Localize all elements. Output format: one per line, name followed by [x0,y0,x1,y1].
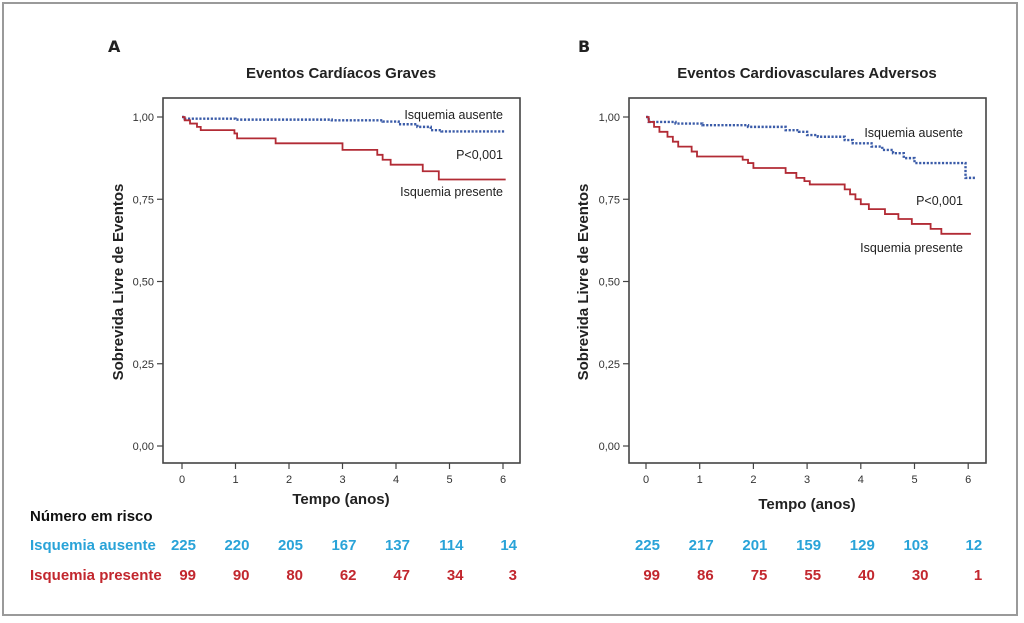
chart-a-plot-frame [162,97,521,464]
chart-a-pvalue: P<0,001 [456,148,503,162]
chart-b-ytick-label: 1,00 [599,112,620,124]
chart-b-xtick-label: 2 [750,474,756,486]
chart-a-plot: 0,00 0,25 0,50 0,75 1,00 0 1 2 3 4 5 6 [133,97,521,486]
chart-b-line-isquemia-ausente [646,115,977,180]
chart-b-xtick-label: 6 [965,474,971,486]
risk-value-a: 62 [340,567,357,584]
risk-table: Isquemia ausente 225 220 205 167 137 114 14 225 2… [30,537,982,584]
risk-value-b: 201 [742,537,767,554]
risk-value-b: 159 [796,537,821,554]
chart-a-xtick-label: 5 [446,474,452,486]
risk-value-b: 99 [643,567,660,584]
risk-value-a: 167 [331,537,356,554]
risk-value-a: 34 [447,567,464,584]
chart-b-xtick-label: 4 [858,474,864,486]
risk-value-b: 103 [903,537,928,554]
chart-b-xtick-label: 0 [643,474,649,486]
risk-value-a: 14 [500,537,517,554]
chart-a-xtick-label: 3 [339,474,345,486]
chart-b-xtick-label: 5 [911,474,917,486]
risk-value-b: 217 [689,537,714,554]
risk-value-b: 129 [850,537,875,554]
risk-value-a: 220 [224,537,249,554]
panel-letter-a: A [108,37,121,56]
chart-b-plot-frame [628,97,987,464]
chart-a-ytick-label: 0,25 [133,359,154,371]
risk-value-b: 75 [751,567,768,584]
chart-b-plot: 0,00 0,25 0,50 0,75 1,00 0 1 2 3 4 5 6 [599,97,987,486]
chart-a-title: Eventos Cardíacos Graves [246,65,436,82]
chart-a-xlabel: Tempo (anos) [292,491,389,508]
risk-value-a: 90 [233,567,250,584]
chart-b-ytick-label: 0,75 [599,194,620,206]
risk-value-a: 80 [286,567,303,584]
risk-value-b: 40 [858,567,875,584]
chart-b-xlabel: Tempo (anos) [758,496,855,513]
chart-a-label-presente: Isquemia presente [400,185,503,199]
chart-b-ytick-label: 0,50 [599,277,620,289]
chart-a-xtick-label: 2 [286,474,292,486]
risk-row-label: Isquemia ausente [30,537,156,554]
risk-value-b: 55 [804,567,821,584]
panel-letter-b: B [578,37,590,56]
chart-b-ytick-label: 0,25 [599,359,620,371]
risk-value-a: 99 [179,567,196,584]
risk-value-a: 205 [278,537,303,554]
chart-b-ytick-label: 0,00 [599,441,620,453]
risk-value-a: 47 [393,567,410,584]
chart-a-ytick-label: 0,75 [133,194,154,206]
chart-a-ylabel: Sobrevida Livre de Eventos [110,184,127,381]
risk-value-a: 137 [385,537,410,554]
risk-value-b: 86 [697,567,714,584]
chart-a-line-isquemia-presente [182,116,506,181]
chart-a-xtick-label: 1 [232,474,238,486]
risk-row-label: Isquemia presente [30,567,162,584]
risk-value-a: 225 [171,537,196,554]
chart-b-xtick-label: 1 [697,474,703,486]
chart-a-xtick-label: 6 [500,474,506,486]
chart-b-line-isquemia-presente [646,116,971,235]
chart-a-xtick-label: 4 [393,474,399,486]
chart-a-ytick-label: 1,00 [133,112,154,124]
risk-value-b: 12 [966,537,983,554]
chart-b-label-presente: Isquemia presente [860,241,963,255]
chart-b-ylabel: Sobrevida Livre de Eventos [575,184,592,381]
figure-frame [2,2,1018,616]
risk-value-b: 225 [635,537,660,554]
chart-a-line-isquemia-ausente [182,115,506,133]
chart-b-pvalue: P<0,001 [916,194,963,208]
risk-value-b: 1 [974,567,982,584]
chart-b-label-ausente: Isquemia ausente [864,126,963,140]
risk-value-b: 30 [912,567,929,584]
chart-a-label-ausente: Isquemia ausente [404,108,503,122]
chart-b-title: Eventos Cardiovasculares Adversos [677,65,937,82]
chart-a-ytick-label: 0,50 [133,277,154,289]
risk-value-a: 3 [509,567,517,584]
chart-a-ytick-label: 0,00 [133,441,154,453]
risk-table-title: Número em risco [30,508,153,525]
chart-b-xtick-label: 3 [804,474,810,486]
chart-a-xtick-label: 0 [179,474,185,486]
risk-value-a: 114 [439,537,464,554]
